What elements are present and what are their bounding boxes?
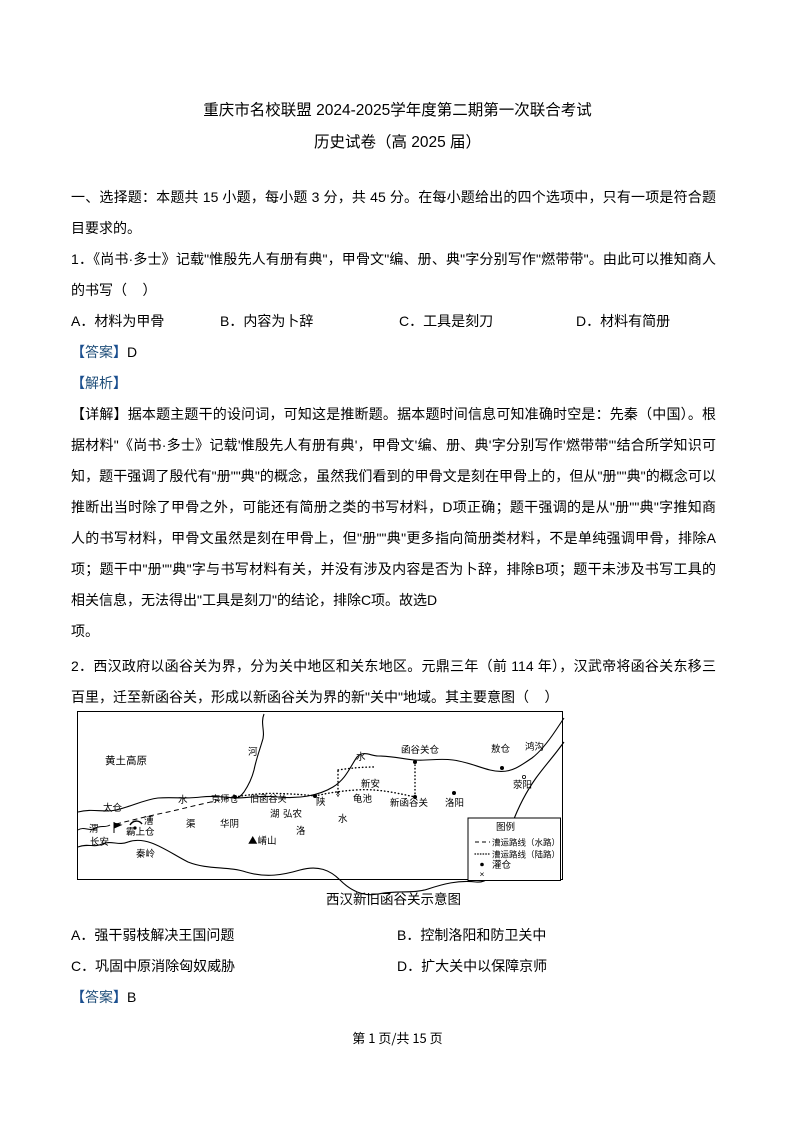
svg-text:水: 水 — [178, 792, 188, 806]
svg-text:京师仓: 京师仓 — [211, 791, 239, 805]
svg-text:长安: 长安 — [90, 834, 109, 848]
svg-text:函谷关仓: 函谷关仓 — [401, 742, 440, 756]
svg-text:鸿沟: 鸿沟 — [525, 739, 544, 753]
svg-text:灌仓: 灌仓 — [492, 857, 512, 871]
svg-text:太仓: 太仓 — [103, 800, 123, 814]
svg-text:黄土高原: 黄土高原 — [105, 753, 147, 768]
svg-text:华阴: 华阴 — [220, 816, 239, 830]
svg-text:旧函谷关: 旧函谷关 — [250, 791, 287, 805]
svg-text:×: × — [336, 788, 341, 798]
svg-text:河: 河 — [248, 744, 258, 758]
svg-text:水: 水 — [356, 749, 366, 763]
svg-text:▲崤山: ▲崤山 — [248, 833, 277, 847]
svg-text:漕运路线（水路）: 漕运路线（水路） — [492, 837, 560, 849]
svg-text:秦岭: 秦岭 — [136, 846, 156, 860]
svg-text:新函谷关: 新函谷关 — [390, 795, 429, 809]
svg-text:霸上仓: 霸上仓 — [126, 824, 155, 838]
svg-text:陕: 陕 — [316, 794, 326, 808]
svg-text:图例: 图例 — [496, 819, 515, 833]
svg-text:洛阳: 洛阳 — [445, 795, 464, 809]
svg-text:湖: 湖 — [270, 806, 280, 820]
svg-text:弘农: 弘农 — [283, 806, 303, 820]
svg-text:新安: 新安 — [361, 776, 380, 790]
svg-text:渠: 渠 — [186, 816, 196, 830]
svg-text:敖仓: 敖仓 — [491, 741, 511, 755]
svg-text:渭: 渭 — [89, 821, 99, 835]
svg-text:×: × — [480, 869, 485, 879]
svg-text:洛: 洛 — [296, 823, 306, 837]
svg-text:水: 水 — [338, 811, 348, 825]
svg-text:龟池: 龟池 — [353, 791, 373, 805]
svg-text:荥阳: 荥阳 — [513, 777, 532, 791]
